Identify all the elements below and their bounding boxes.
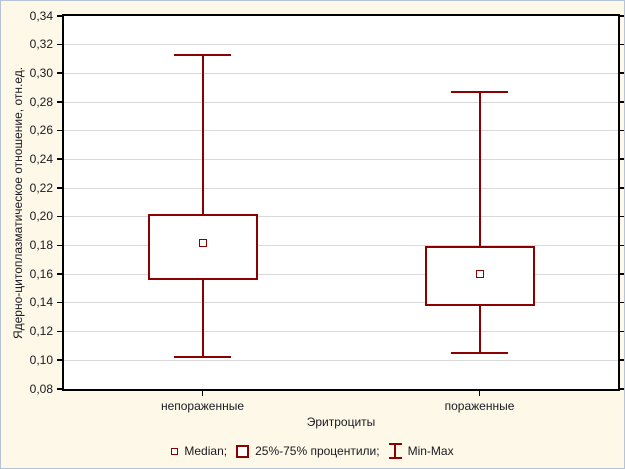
y-tick-right	[618, 129, 624, 132]
gridline	[64, 72, 618, 74]
y-tick-left	[57, 244, 64, 247]
whisker-lower-line	[478, 305, 481, 354]
legend-label: 25%-75% процентили;	[255, 444, 380, 458]
gridline	[64, 158, 618, 160]
y-tick-right	[618, 101, 624, 103]
whisker-upper-line	[478, 92, 481, 246]
y-tick-label: 0,32	[29, 37, 53, 52]
box-square-icon	[236, 444, 250, 458]
category-label: непораженные	[160, 399, 245, 413]
minmax-whisker-icon	[388, 443, 402, 459]
y-tick-label: 0,34	[29, 8, 53, 23]
y-tick-right	[618, 273, 624, 275]
y-tick-label: 0,16	[29, 266, 53, 281]
y-tick-left	[57, 215, 64, 218]
gridline	[64, 101, 618, 103]
y-tick-label: 0,20	[29, 209, 53, 224]
legend-label: Median;	[184, 444, 228, 458]
whisker-lower-line	[201, 279, 204, 358]
gridline	[64, 331, 618, 333]
gridline	[64, 130, 618, 132]
y-tick-label: 0,24	[29, 151, 53, 166]
legend-item: Median;	[171, 444, 227, 458]
minmax-line	[394, 443, 397, 459]
y-tick-right	[618, 388, 624, 390]
whisker-max-cap	[451, 91, 508, 94]
gridline	[64, 273, 618, 275]
whisker-min-cap	[451, 352, 508, 355]
y-tick-right	[618, 215, 624, 218]
legend-label: Min-Max	[407, 444, 454, 458]
legend-item: 25%-75% процентили;	[236, 444, 380, 458]
y-tick-left	[57, 388, 64, 390]
y-tick-right	[618, 301, 624, 304]
legend: Median; 25%-75% процентили; Min-Max	[1, 443, 624, 459]
y-tick-label: 0,18	[29, 238, 53, 253]
y-tick-right	[618, 187, 624, 189]
y-tick-label: 0,26	[29, 123, 53, 138]
gridline	[64, 359, 618, 361]
y-tick-left	[57, 273, 64, 275]
y-tick-left	[57, 72, 64, 74]
y-tick-left	[57, 359, 64, 361]
gridline	[64, 216, 618, 218]
y-tick-label: 0,30	[29, 65, 53, 80]
y-tick-right	[618, 15, 624, 17]
whisker-min-cap	[174, 356, 231, 359]
category-label: пораженные	[444, 399, 515, 413]
y-tick-right	[618, 244, 624, 247]
y-tick-label: 0,14	[29, 295, 53, 310]
x-tick	[478, 391, 481, 396]
y-tick-left	[57, 129, 64, 132]
gridline	[64, 44, 618, 46]
iqr-box	[147, 213, 258, 280]
y-tick-label: 0,10	[29, 352, 53, 367]
median-marker	[475, 270, 484, 279]
y-tick-left	[57, 43, 64, 46]
y-tick-label: 0,22	[29, 180, 53, 195]
y-tick-right	[618, 72, 624, 74]
y-tick-right	[618, 43, 624, 46]
y-tick-label: 0,28	[29, 94, 53, 109]
y-tick-left	[57, 101, 64, 103]
y-tick-left	[57, 15, 64, 17]
y-tick-right	[618, 158, 624, 160]
y-tick-label: 0,08	[29, 381, 53, 396]
median-square-icon	[171, 447, 179, 455]
y-tick-right	[618, 359, 624, 361]
plot-area	[62, 14, 620, 391]
y-tick-left	[57, 301, 64, 304]
whisker-upper-line	[201, 54, 204, 214]
x-tick	[201, 391, 204, 396]
gridline	[64, 187, 618, 189]
y-tick-right	[618, 330, 624, 333]
y-tick-left	[57, 158, 64, 160]
median-marker	[198, 238, 207, 247]
y-tick-label: 0,12	[29, 324, 53, 339]
x-axis-title: Эритроциты	[306, 415, 376, 429]
y-tick-left	[57, 187, 64, 189]
gridline	[64, 302, 618, 304]
gridline	[64, 245, 618, 247]
y-tick-left	[57, 330, 64, 333]
whisker-max-cap	[174, 53, 231, 56]
legend-item: Min-Max	[388, 443, 454, 459]
